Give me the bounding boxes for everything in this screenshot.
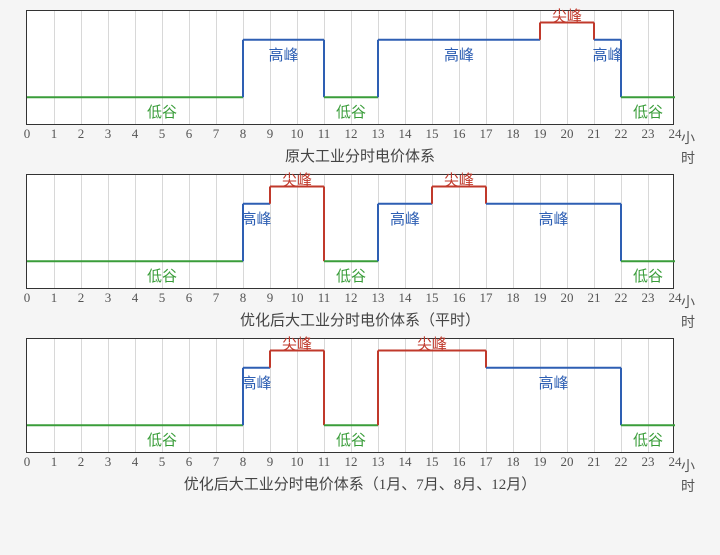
xtick-label: 11 <box>318 126 331 142</box>
xtick-label: 3 <box>105 454 112 470</box>
xtick-label: 14 <box>399 290 412 306</box>
xtick-label: 24 <box>669 290 682 306</box>
xtick-label: 18 <box>507 290 520 306</box>
plot-area: 0123456789101112131415161718192021222324… <box>26 174 674 289</box>
step-line <box>27 11 675 126</box>
plot-area: 0123456789101112131415161718192021222324… <box>26 10 674 125</box>
xtick-label: 3 <box>105 290 112 306</box>
x-axis-label: 小时 <box>681 128 695 168</box>
xtick-label: 7 <box>213 454 220 470</box>
xtick-label: 8 <box>240 126 247 142</box>
x-axis-label: 小时 <box>681 456 695 496</box>
panel-2: 0123456789101112131415161718192021222324… <box>10 338 710 494</box>
xtick-label: 5 <box>159 126 166 142</box>
xtick-label: 4 <box>132 454 139 470</box>
xtick-label: 12 <box>345 126 358 142</box>
xtick-label: 12 <box>345 290 358 306</box>
xtick-label: 17 <box>480 290 493 306</box>
xtick-label: 6 <box>186 290 193 306</box>
xtick-label: 23 <box>642 454 655 470</box>
xtick-label: 21 <box>588 126 601 142</box>
xtick-label: 22 <box>615 290 628 306</box>
panel-1: 0123456789101112131415161718192021222324… <box>10 174 710 330</box>
xtick-label: 20 <box>561 454 574 470</box>
xtick-label: 19 <box>534 290 547 306</box>
xtick-label: 15 <box>426 454 439 470</box>
xtick-label: 2 <box>78 126 85 142</box>
chart-container: 0123456789101112131415161718192021222324… <box>10 10 710 494</box>
xtick-label: 21 <box>588 454 601 470</box>
xtick-label: 22 <box>615 126 628 142</box>
xtick-label: 5 <box>159 290 166 306</box>
xtick-label: 1 <box>51 126 58 142</box>
step-line <box>27 175 675 290</box>
xtick-label: 19 <box>534 126 547 142</box>
xtick-label: 22 <box>615 454 628 470</box>
xtick-label: 0 <box>24 290 31 306</box>
step-line <box>27 339 675 454</box>
x-axis-label: 小时 <box>681 292 695 332</box>
panel-title: 原大工业分时电价体系 <box>10 145 710 166</box>
xtick-label: 7 <box>213 126 220 142</box>
xtick-label: 23 <box>642 290 655 306</box>
xtick-label: 12 <box>345 454 358 470</box>
xtick-label: 13 <box>372 126 385 142</box>
xtick-label: 5 <box>159 454 166 470</box>
xtick-label: 2 <box>78 290 85 306</box>
xtick-label: 18 <box>507 126 520 142</box>
xtick-label: 11 <box>318 454 331 470</box>
xtick-label: 15 <box>426 290 439 306</box>
xtick-label: 0 <box>24 454 31 470</box>
xtick-label: 10 <box>291 454 304 470</box>
xtick-label: 14 <box>399 454 412 470</box>
xtick-label: 7 <box>213 290 220 306</box>
xtick-label: 9 <box>267 454 274 470</box>
xtick-label: 14 <box>399 126 412 142</box>
xtick-label: 11 <box>318 290 331 306</box>
xtick-label: 10 <box>291 290 304 306</box>
xtick-label: 20 <box>561 290 574 306</box>
xtick-label: 17 <box>480 126 493 142</box>
xtick-label: 0 <box>24 126 31 142</box>
panel-title: 优化后大工业分时电价体系（平时） <box>10 309 710 330</box>
xtick-label: 4 <box>132 290 139 306</box>
panel-0: 0123456789101112131415161718192021222324… <box>10 10 710 166</box>
xtick-label: 20 <box>561 126 574 142</box>
xtick-label: 9 <box>267 290 274 306</box>
xtick-label: 9 <box>267 126 274 142</box>
xtick-label: 16 <box>453 454 466 470</box>
xtick-label: 16 <box>453 290 466 306</box>
xtick-label: 15 <box>426 126 439 142</box>
xtick-label: 24 <box>669 126 682 142</box>
xtick-label: 13 <box>372 454 385 470</box>
xtick-label: 18 <box>507 454 520 470</box>
xtick-label: 17 <box>480 454 493 470</box>
xtick-label: 16 <box>453 126 466 142</box>
xtick-label: 2 <box>78 454 85 470</box>
xtick-label: 8 <box>240 290 247 306</box>
xtick-label: 6 <box>186 126 193 142</box>
xtick-label: 6 <box>186 454 193 470</box>
xtick-label: 19 <box>534 454 547 470</box>
xtick-label: 1 <box>51 454 58 470</box>
xtick-label: 13 <box>372 290 385 306</box>
xtick-label: 8 <box>240 454 247 470</box>
xtick-label: 3 <box>105 126 112 142</box>
xtick-label: 21 <box>588 290 601 306</box>
xtick-label: 10 <box>291 126 304 142</box>
plot-area: 0123456789101112131415161718192021222324… <box>26 338 674 453</box>
xtick-label: 24 <box>669 454 682 470</box>
xtick-label: 1 <box>51 290 58 306</box>
xtick-label: 23 <box>642 126 655 142</box>
panel-title: 优化后大工业分时电价体系（1月、7月、8月、12月） <box>10 473 710 494</box>
xtick-label: 4 <box>132 126 139 142</box>
